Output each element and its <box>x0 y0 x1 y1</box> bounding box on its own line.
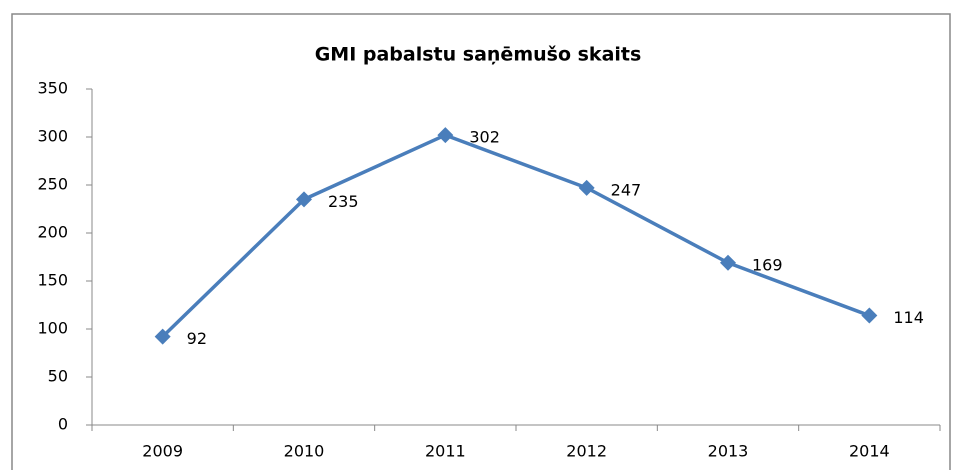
x-tick-label: 2014 <box>849 442 890 461</box>
data-label: 169 <box>752 255 783 274</box>
series-line <box>161 133 870 338</box>
data-label: 235 <box>328 192 359 211</box>
marker <box>578 179 595 196</box>
y-tick-label: 150 <box>37 271 68 290</box>
marker <box>861 307 878 324</box>
marker <box>437 127 454 144</box>
y-tick-label: 300 <box>37 127 68 146</box>
data-label: 302 <box>469 128 500 147</box>
x-tick-label: 2010 <box>284 442 325 461</box>
y-tick-label: 200 <box>37 223 68 242</box>
marker <box>296 191 312 208</box>
y-tick-label: 350 <box>37 79 68 98</box>
data-label: 247 <box>611 180 642 199</box>
data-label: 114 <box>893 308 924 327</box>
x-tick-label: 2009 <box>142 442 183 461</box>
chart-title: GMI pabalstu saņēmušo skaits <box>315 44 642 66</box>
y-tick-label: 250 <box>37 175 68 194</box>
x-tick-label: 2013 <box>708 442 749 461</box>
x-tick-label: 2011 <box>425 442 466 461</box>
y-tick-label: 100 <box>37 319 68 338</box>
x-tick-label: 2012 <box>566 442 607 461</box>
y-tick-label: 50 <box>48 367 68 386</box>
data-label: 92 <box>187 329 207 348</box>
marker <box>154 328 171 345</box>
marker <box>720 254 736 271</box>
y-tick-label: 0 <box>58 415 68 434</box>
chart-frame <box>11 13 951 470</box>
